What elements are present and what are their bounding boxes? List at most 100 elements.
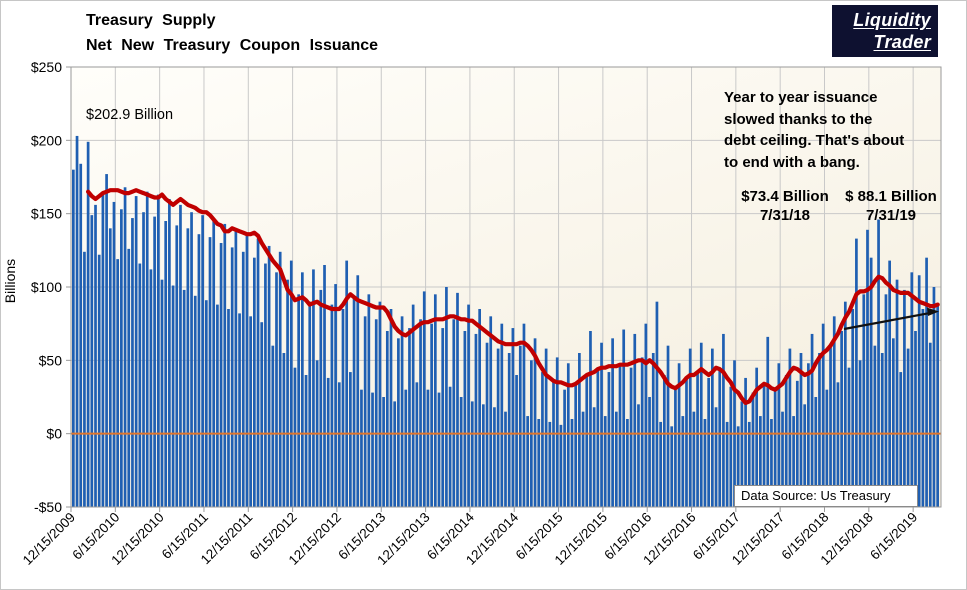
chart-title-line2: Net New Treasury Coupon Issuance bbox=[86, 37, 379, 54]
bar bbox=[301, 272, 304, 507]
bar bbox=[725, 421, 729, 507]
bar bbox=[145, 191, 149, 508]
bar bbox=[600, 342, 603, 507]
bar bbox=[843, 301, 847, 507]
bar bbox=[814, 397, 818, 507]
bar bbox=[681, 416, 685, 507]
bar bbox=[474, 333, 478, 507]
y-axis-title: Billions bbox=[2, 258, 18, 304]
annotation-2019-marker: $ 88.1 Billion 7/31/19 bbox=[833, 187, 949, 225]
bar bbox=[441, 328, 445, 507]
bar bbox=[360, 389, 363, 507]
bar bbox=[448, 386, 452, 507]
bar bbox=[278, 251, 282, 507]
bar bbox=[659, 421, 662, 507]
bar bbox=[323, 265, 326, 507]
bar bbox=[212, 219, 216, 507]
moving-average-line bbox=[86, 188, 940, 405]
bar bbox=[149, 269, 153, 507]
bar bbox=[160, 279, 164, 507]
bar bbox=[552, 382, 555, 507]
y-tick-label: $250 bbox=[31, 59, 62, 75]
y-tick-label: $100 bbox=[31, 279, 62, 295]
bar bbox=[592, 407, 596, 507]
commentary-line: slowed thanks to the bbox=[724, 110, 873, 128]
bar bbox=[795, 380, 799, 507]
bar bbox=[707, 377, 710, 507]
bar bbox=[644, 323, 648, 507]
x-tick-label: 12/15/2009 bbox=[20, 510, 78, 568]
bar bbox=[83, 251, 86, 507]
bar bbox=[515, 375, 518, 507]
bar bbox=[626, 419, 629, 507]
bar bbox=[382, 397, 385, 507]
bar bbox=[430, 323, 433, 507]
bar bbox=[877, 219, 880, 507]
bar bbox=[308, 301, 312, 507]
bar bbox=[648, 397, 651, 507]
bar bbox=[445, 287, 448, 507]
annotation-2018-date: 7/31/18 bbox=[759, 207, 811, 224]
bar bbox=[72, 169, 75, 508]
bar bbox=[862, 294, 866, 507]
bar bbox=[563, 389, 566, 507]
bar bbox=[426, 389, 430, 507]
bar bbox=[526, 416, 530, 507]
bar bbox=[637, 404, 640, 507]
bar bbox=[378, 301, 382, 507]
bar bbox=[810, 333, 814, 507]
bar bbox=[134, 196, 138, 507]
bar bbox=[345, 260, 349, 507]
bar bbox=[190, 212, 193, 507]
bar bbox=[127, 248, 131, 507]
bar bbox=[522, 323, 526, 507]
bar bbox=[385, 331, 389, 507]
bar bbox=[633, 333, 637, 507]
bar bbox=[337, 382, 341, 507]
bar bbox=[341, 309, 345, 507]
bar bbox=[411, 304, 415, 507]
logo-word-liquidity: Liquidity bbox=[853, 10, 931, 30]
bar bbox=[193, 295, 197, 507]
bar bbox=[773, 389, 777, 507]
bar bbox=[544, 348, 548, 507]
bar bbox=[500, 323, 504, 507]
liquidity-trader-logo: Liquidity Trader bbox=[832, 5, 938, 57]
bar bbox=[688, 348, 692, 507]
bar bbox=[201, 215, 204, 507]
bar bbox=[112, 201, 116, 507]
bar bbox=[744, 377, 747, 507]
bar bbox=[437, 392, 441, 507]
annotation-2018-amount: $73.4 Billion bbox=[741, 188, 829, 205]
bar bbox=[518, 345, 522, 507]
bar bbox=[533, 338, 537, 507]
bar bbox=[666, 345, 670, 507]
bar bbox=[182, 289, 186, 507]
bar bbox=[895, 279, 899, 507]
bar bbox=[655, 301, 659, 507]
bar bbox=[463, 331, 467, 507]
bar bbox=[759, 416, 762, 507]
bar bbox=[832, 316, 836, 507]
y-tick-label: $200 bbox=[31, 132, 62, 148]
bar bbox=[105, 174, 108, 507]
bar bbox=[670, 426, 674, 507]
bar bbox=[807, 363, 810, 507]
bar bbox=[884, 294, 888, 507]
bar bbox=[456, 292, 459, 507]
bar bbox=[829, 345, 832, 507]
trend-arrow-head bbox=[927, 307, 939, 317]
bar bbox=[799, 353, 803, 507]
bar bbox=[312, 269, 315, 507]
bar bbox=[108, 228, 112, 507]
bar bbox=[264, 263, 267, 507]
bar bbox=[770, 419, 773, 507]
bar bbox=[825, 389, 829, 507]
bar bbox=[921, 309, 925, 507]
chart-title-line1: Treasury Supply bbox=[86, 12, 216, 29]
bar bbox=[131, 218, 134, 507]
bar bbox=[578, 353, 581, 507]
bar bbox=[888, 260, 891, 507]
